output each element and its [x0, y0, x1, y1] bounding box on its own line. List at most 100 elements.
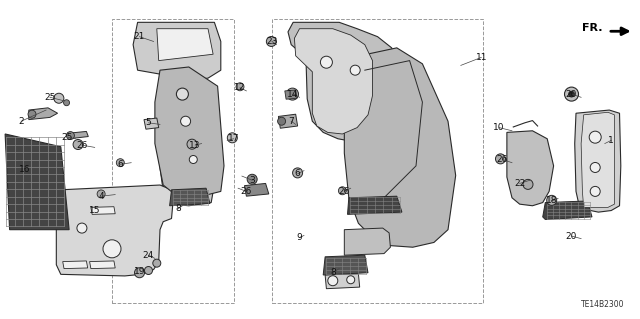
Text: 4: 4	[99, 192, 104, 201]
Text: 25: 25	[61, 133, 73, 142]
Polygon shape	[157, 29, 213, 61]
Circle shape	[590, 162, 600, 173]
Text: 22: 22	[514, 179, 525, 188]
Circle shape	[63, 100, 70, 106]
Polygon shape	[325, 274, 360, 289]
Polygon shape	[344, 228, 390, 255]
Circle shape	[187, 139, 197, 149]
Polygon shape	[67, 131, 88, 139]
Text: 24: 24	[143, 251, 154, 260]
Text: FR.: FR.	[582, 23, 603, 33]
Text: TE14B2300: TE14B2300	[580, 300, 624, 309]
Circle shape	[77, 223, 87, 233]
Circle shape	[321, 56, 332, 68]
Text: 23: 23	[266, 37, 278, 46]
Polygon shape	[5, 134, 69, 230]
Circle shape	[227, 133, 237, 143]
Text: 2: 2	[19, 117, 24, 126]
Text: 19: 19	[134, 267, 145, 276]
Text: 20: 20	[566, 90, 577, 99]
Circle shape	[590, 186, 600, 197]
Polygon shape	[90, 261, 115, 269]
Polygon shape	[348, 196, 402, 214]
Polygon shape	[575, 110, 621, 212]
Text: 8: 8	[175, 204, 180, 213]
Text: 18: 18	[546, 197, 557, 205]
Text: 11: 11	[476, 53, 487, 62]
Polygon shape	[133, 22, 221, 80]
Polygon shape	[244, 183, 269, 196]
Circle shape	[103, 240, 121, 258]
Text: 20: 20	[566, 232, 577, 241]
Text: 13: 13	[189, 141, 201, 150]
Polygon shape	[29, 108, 58, 120]
Circle shape	[67, 131, 74, 140]
Circle shape	[73, 139, 83, 150]
Circle shape	[189, 155, 197, 164]
Circle shape	[236, 83, 244, 91]
Text: 26: 26	[497, 155, 508, 164]
Polygon shape	[294, 29, 372, 134]
Circle shape	[568, 91, 575, 97]
Text: 6: 6	[295, 169, 300, 178]
Circle shape	[589, 131, 601, 143]
Text: 21: 21	[134, 32, 145, 41]
Circle shape	[266, 36, 276, 47]
Circle shape	[134, 268, 145, 278]
Text: 26: 26	[339, 187, 350, 196]
Polygon shape	[288, 22, 400, 142]
Circle shape	[350, 65, 360, 75]
Circle shape	[97, 190, 105, 198]
Circle shape	[287, 88, 298, 100]
Polygon shape	[91, 207, 115, 214]
Polygon shape	[323, 255, 368, 275]
Circle shape	[564, 87, 579, 101]
Polygon shape	[144, 118, 159, 129]
Circle shape	[28, 110, 36, 118]
Text: 25: 25	[44, 93, 56, 102]
Polygon shape	[157, 73, 218, 206]
Circle shape	[278, 117, 285, 125]
Polygon shape	[581, 112, 614, 207]
Text: 26: 26	[76, 141, 88, 150]
Text: 12: 12	[234, 83, 246, 92]
Text: 8: 8	[330, 268, 335, 277]
Polygon shape	[285, 90, 297, 99]
Circle shape	[153, 259, 161, 267]
Polygon shape	[344, 48, 456, 247]
Polygon shape	[155, 67, 224, 198]
Text: 9: 9	[297, 233, 302, 242]
Polygon shape	[543, 201, 592, 219]
Circle shape	[523, 179, 533, 189]
Text: 10: 10	[493, 123, 505, 132]
Text: 26: 26	[241, 187, 252, 196]
Text: 3: 3	[250, 176, 255, 185]
Circle shape	[495, 154, 506, 164]
Circle shape	[328, 276, 338, 286]
Circle shape	[347, 276, 355, 284]
Circle shape	[547, 195, 557, 205]
Text: 14: 14	[287, 90, 299, 99]
Text: 5: 5	[146, 118, 151, 127]
Text: 1: 1	[609, 136, 614, 145]
Circle shape	[54, 93, 64, 103]
Text: 15: 15	[89, 206, 100, 215]
Polygon shape	[278, 114, 298, 128]
Polygon shape	[170, 188, 210, 206]
Circle shape	[247, 174, 257, 184]
Text: 6: 6	[118, 160, 123, 169]
Circle shape	[177, 88, 188, 100]
Polygon shape	[63, 261, 88, 269]
Bar	[272, 19, 483, 303]
Polygon shape	[507, 131, 554, 206]
Circle shape	[116, 159, 124, 167]
Circle shape	[339, 187, 346, 195]
Text: 17: 17	[228, 134, 239, 143]
Circle shape	[145, 266, 152, 275]
Circle shape	[180, 116, 191, 126]
Text: 7: 7	[289, 117, 294, 126]
Bar	[112, 19, 234, 303]
Circle shape	[292, 168, 303, 178]
Text: 16: 16	[19, 165, 30, 174]
Polygon shape	[56, 185, 173, 276]
